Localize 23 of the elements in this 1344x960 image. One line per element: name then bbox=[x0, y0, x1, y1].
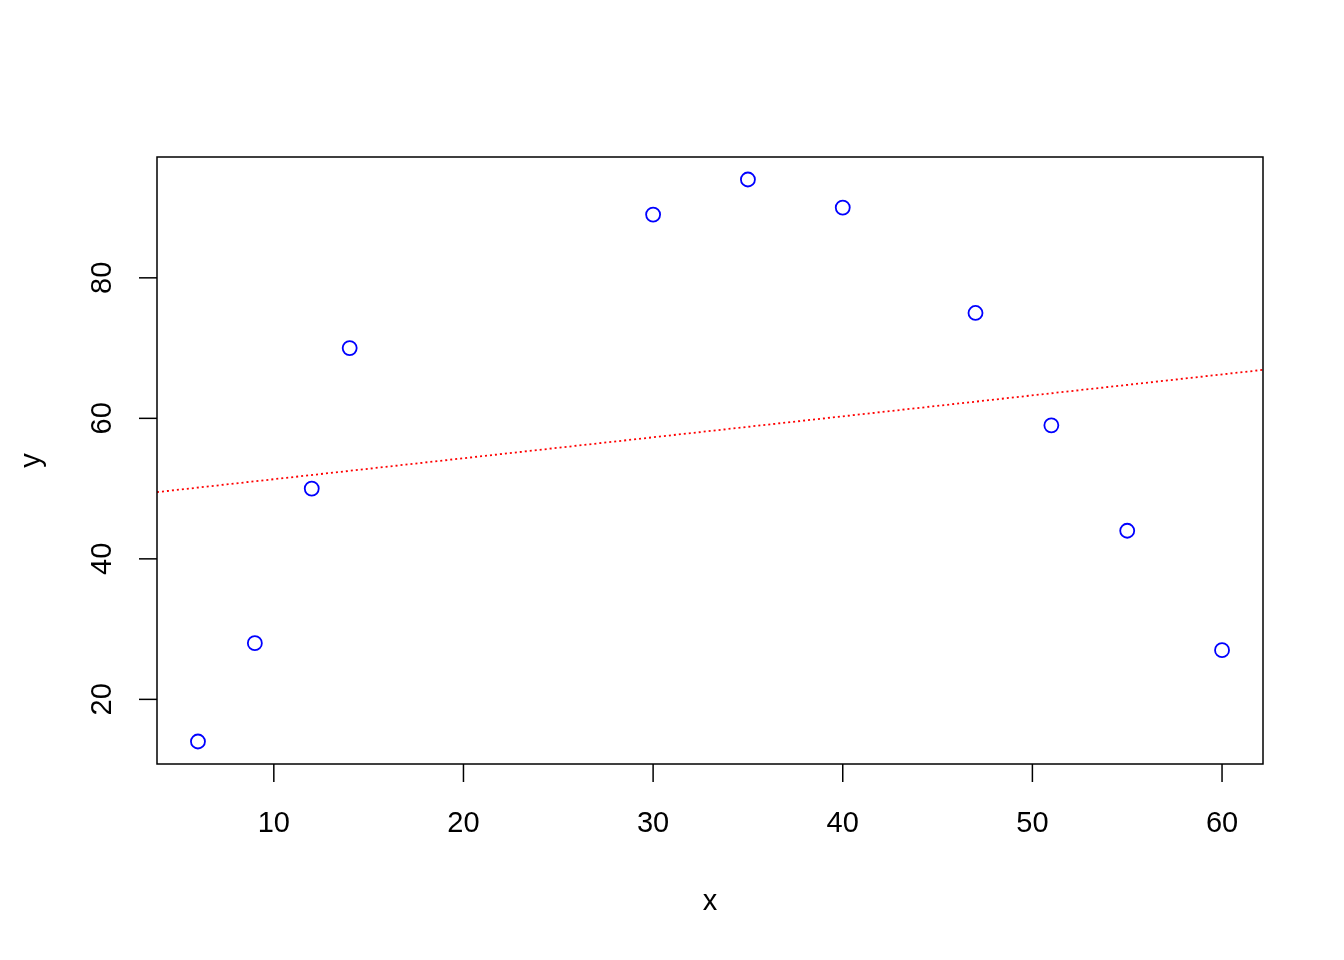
point bbox=[303, 480, 320, 497]
x-tick-label: 10 bbox=[257, 806, 290, 838]
point bbox=[1043, 417, 1060, 434]
x-tick-label: 30 bbox=[636, 806, 670, 838]
point bbox=[834, 199, 851, 216]
y-tick-label: 80 bbox=[85, 261, 117, 294]
point bbox=[246, 635, 263, 652]
point bbox=[740, 171, 756, 188]
x-tick-label: 60 bbox=[1205, 806, 1239, 838]
x-tick-label: 40 bbox=[826, 806, 859, 838]
y-tick-label: 60 bbox=[85, 402, 117, 435]
point bbox=[341, 340, 358, 356]
y-tick-label: 20 bbox=[85, 683, 117, 716]
point bbox=[967, 305, 984, 321]
point bbox=[190, 733, 206, 750]
x-tick-label: 20 bbox=[447, 806, 480, 838]
y-axis-title: y bbox=[14, 452, 46, 468]
x-tick-label: 50 bbox=[1016, 806, 1049, 838]
point bbox=[1119, 522, 1136, 539]
point bbox=[1214, 642, 1230, 659]
x-axis-title: x bbox=[702, 884, 718, 916]
y-tick-label: 40 bbox=[85, 542, 117, 575]
point bbox=[645, 206, 662, 223]
